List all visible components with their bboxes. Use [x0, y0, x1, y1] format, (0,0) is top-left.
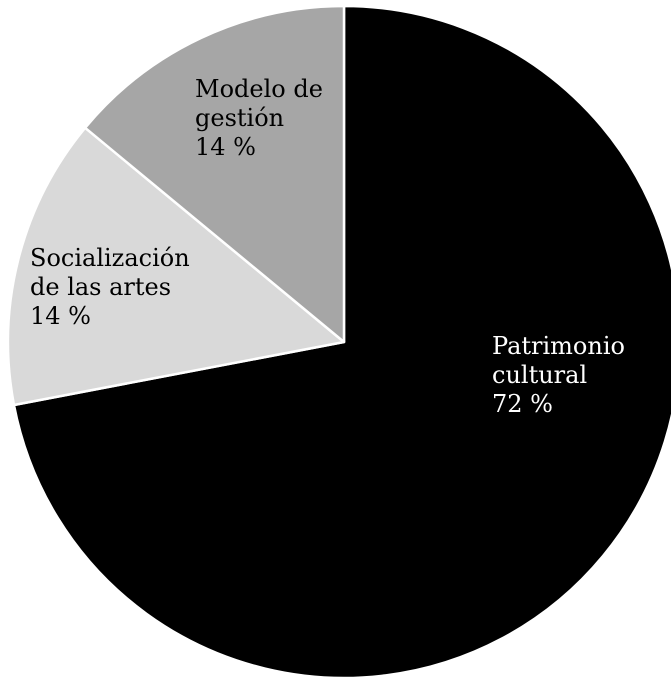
slice-category-label: gestión	[195, 104, 284, 132]
slice-label: Modelo de gestión 14 %	[195, 75, 323, 161]
pie-slice	[83, 4, 346, 344]
slice-category-label: cultural	[492, 361, 587, 389]
slice-category-label: Patrimonio	[492, 332, 625, 360]
slice-label: Patrimonio cultural 72 %	[492, 332, 625, 418]
slice-category-label: de las artes	[30, 273, 171, 301]
pie-slice	[12, 4, 671, 678]
slice-value-label: 14 %	[30, 302, 91, 330]
slice-category-label: Socialización	[30, 244, 190, 272]
slice-value-label: 14 %	[195, 133, 256, 161]
slice-label: Socialización de las artes 14 %	[30, 244, 190, 330]
slice-value-label: 72 %	[492, 390, 553, 418]
pie-slice	[6, 126, 346, 407]
slice-category-label: Modelo de	[195, 75, 323, 103]
